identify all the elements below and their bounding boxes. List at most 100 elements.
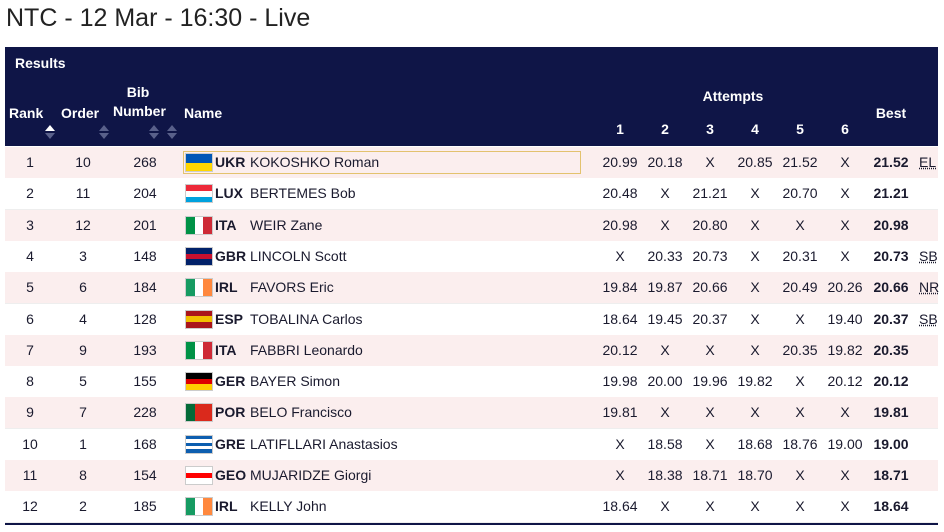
athlete-name: MUJARIDZE Giorgi <box>250 467 372 483</box>
sort-down[interactable] <box>167 133 177 139</box>
attempt-number: 3 <box>706 121 714 137</box>
bib: 228 <box>133 404 157 421</box>
flag-stripe <box>203 279 212 297</box>
flag-stripe <box>186 435 212 440</box>
country-code: GEO <box>215 467 247 483</box>
table-label: Results <box>15 55 66 71</box>
table-row: 10 1 168 GRE LATIFLLARI Anastasios X 18.58 X 18.… <box>5 428 938 461</box>
attempt-result: 20.99 <box>602 154 638 170</box>
table-row: 12 2 185 IRL KELLY John 18.64 X X X X X 18.64 <box>5 491 938 524</box>
bib: 168 <box>133 435 157 452</box>
athlete-name: BAYER Simon <box>250 373 340 390</box>
bib: 184 <box>133 279 157 296</box>
sort-up[interactable] <box>167 125 177 131</box>
attempt-result: X <box>840 247 850 264</box>
attempt-result: 18.38 <box>647 467 683 483</box>
table-row: 7 9 193 ITA FABBRI Leonardo 20.12 X X X 20.35 19.8… <box>5 334 938 367</box>
flag-stripe <box>186 253 212 260</box>
order: 8 <box>79 467 87 483</box>
best-result: 20.98 <box>873 216 909 233</box>
row-highlight <box>183 151 581 174</box>
flag-stripe <box>194 498 204 516</box>
attempt-result: 21.21 <box>692 185 728 202</box>
flag-stripe <box>186 341 195 359</box>
athlete-name: WEIR Zane <box>250 216 323 233</box>
sort-up[interactable] <box>149 125 159 131</box>
attempt-result: 20.85 <box>737 154 773 170</box>
sort-up[interactable] <box>45 125 55 131</box>
bib: 201 <box>133 216 157 233</box>
attempt-result: X <box>840 185 850 202</box>
attempt-result: 20.00 <box>647 373 683 390</box>
bib: 185 <box>133 498 157 515</box>
bottom-rule <box>5 523 938 525</box>
attempt-result: 20.80 <box>692 216 728 233</box>
attempt-result: 20.98 <box>602 216 638 233</box>
attempt-result: X <box>840 154 850 170</box>
order: 5 <box>79 373 87 390</box>
column-header: Order <box>61 105 100 121</box>
order: 12 <box>75 216 91 233</box>
sort-down[interactable] <box>99 133 109 139</box>
best-result: 19.00 <box>873 435 909 452</box>
attempt-result: 19.45 <box>647 310 683 327</box>
rank: 6 <box>26 310 34 327</box>
attempt-result: 20.18 <box>647 154 683 170</box>
attempt-result: X <box>795 216 805 233</box>
order: 6 <box>79 279 87 296</box>
table-row: 8 5 155 GER BAYER Simon 19.98 20.00 19.96 19.82 X… <box>5 366 938 399</box>
attempt-result: 20.35 <box>782 341 818 358</box>
attempt-result: 19.82 <box>737 373 773 390</box>
attempt-number: 5 <box>796 121 804 137</box>
attempt-number: 1 <box>616 121 624 137</box>
attempt-result: 19.84 <box>602 279 638 296</box>
best-result: 20.37 <box>873 310 909 327</box>
table-row: 11 8 154 GEO MUJARIDZE Giorgi X 18.38 18.71 18.7… <box>5 460 938 492</box>
flag <box>186 279 212 297</box>
athlete-name: BERTEMES Bob <box>250 185 356 202</box>
flag-stripe <box>186 216 195 234</box>
record-note: SB <box>919 310 938 327</box>
bib: 128 <box>133 310 157 327</box>
rank: 5 <box>26 279 34 296</box>
attempt-result: X <box>750 341 760 358</box>
flag-stripe <box>186 498 195 516</box>
attempt-result: 20.70 <box>782 185 818 202</box>
attempt-result: X <box>750 498 760 515</box>
country-code: GBR <box>215 247 247 264</box>
flag-stripe <box>203 216 212 234</box>
athlete-name: FABBRI Leonardo <box>250 341 363 358</box>
flag <box>186 404 212 422</box>
record-note: NR <box>919 279 940 296</box>
attempt-result: X <box>750 216 760 233</box>
attempt-result: X <box>750 404 760 421</box>
order: 3 <box>79 247 87 264</box>
attempt-result: X <box>840 216 850 233</box>
best-result: 19.81 <box>873 404 909 421</box>
best-result: 20.73 <box>873 247 909 264</box>
flag-stripe <box>186 279 195 297</box>
order: 9 <box>79 341 87 358</box>
sort-up[interactable] <box>99 125 109 131</box>
best-result: 20.66 <box>873 279 909 296</box>
attempt-result: 20.33 <box>647 247 683 264</box>
rank: 3 <box>26 216 34 233</box>
page-title: NTC - 12 Mar - 16:30 - Live <box>6 4 311 32</box>
flag-stripe <box>186 445 212 450</box>
sort-down[interactable] <box>149 133 159 139</box>
attempt-result: 19.00 <box>827 435 863 452</box>
athlete-name: LINCOLN Scott <box>250 247 347 264</box>
attempt-result: 20.66 <box>692 279 728 296</box>
athlete-name: LATIFLLARI Anastasios <box>250 435 398 452</box>
attempt-result: 19.82 <box>827 341 863 358</box>
attempt-result: X <box>795 404 805 421</box>
best-result: 21.52 <box>873 154 909 170</box>
attempt-result: X <box>705 498 715 515</box>
attempt-result: X <box>795 310 805 327</box>
attempt-result: X <box>660 498 670 515</box>
sort-down[interactable] <box>45 133 55 139</box>
flag-stripe <box>186 404 195 422</box>
attempt-result: 19.96 <box>692 373 728 390</box>
attempt-result: 20.37 <box>692 310 728 327</box>
